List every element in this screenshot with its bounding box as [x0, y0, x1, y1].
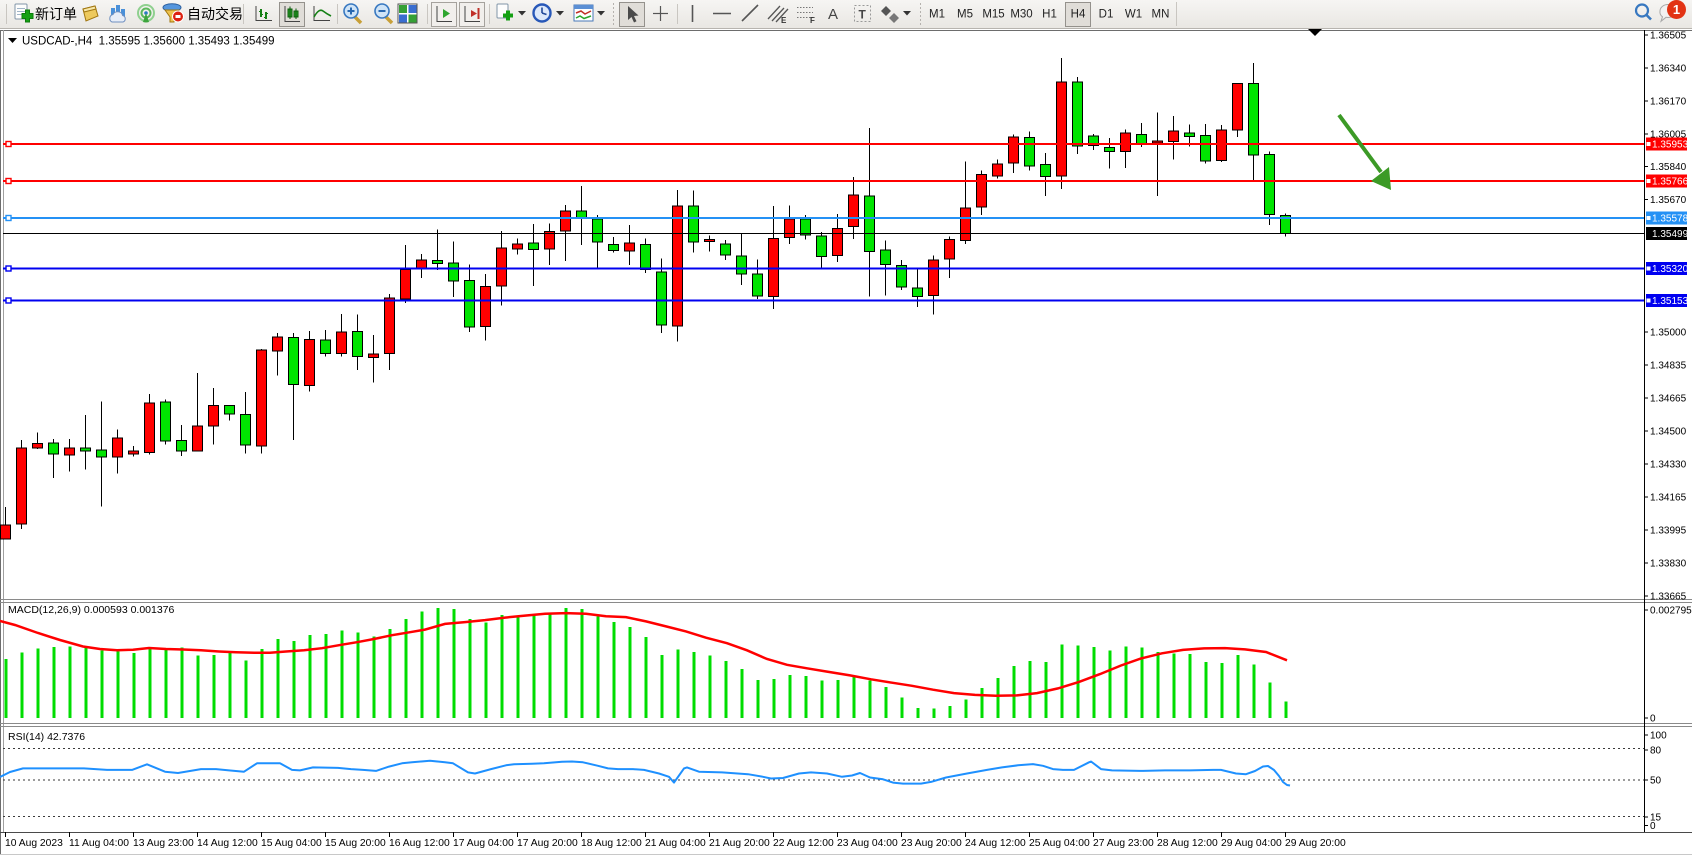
svg-text:1.35670: 1.35670	[1650, 195, 1687, 206]
svg-text:11 Aug 04:00: 11 Aug 04:00	[69, 838, 129, 849]
svg-text:1.36170: 1.36170	[1650, 97, 1687, 108]
svg-text:14 Aug 12:00: 14 Aug 12:00	[197, 838, 258, 849]
svg-text:A: A	[828, 6, 838, 23]
svg-text:T: T	[859, 8, 867, 22]
svg-text:1.36340: 1.36340	[1650, 64, 1687, 75]
svg-text:0.002795: 0.002795	[1650, 606, 1692, 617]
svg-text:1.35578: 1.35578	[1652, 214, 1689, 225]
svg-text:W1: W1	[1125, 9, 1142, 21]
svg-text:21 Aug 20:00: 21 Aug 20:00	[709, 838, 770, 849]
svg-text:13 Aug 23:00: 13 Aug 23:00	[133, 838, 194, 849]
svg-text:1.36505: 1.36505	[1650, 31, 1687, 42]
svg-text:1.34500: 1.34500	[1650, 427, 1687, 438]
svg-text:MN: MN	[1152, 9, 1170, 21]
svg-text:H1: H1	[1042, 9, 1057, 21]
svg-text:17 Aug 20:00: 17 Aug 20:00	[517, 838, 578, 849]
svg-text:0: 0	[1650, 821, 1656, 832]
svg-text:28 Aug 12:00: 28 Aug 12:00	[1157, 838, 1218, 849]
svg-text:H4: H4	[1071, 9, 1086, 21]
svg-text:1.35840: 1.35840	[1650, 162, 1687, 173]
svg-text:自动交易: 自动交易	[187, 6, 243, 22]
svg-text:100: 100	[1650, 731, 1667, 742]
svg-text:M30: M30	[1010, 9, 1032, 21]
svg-text:1.34330: 1.34330	[1650, 460, 1687, 471]
svg-text:1.35000: 1.35000	[1650, 328, 1687, 339]
svg-text:50: 50	[1650, 776, 1662, 787]
svg-text:15 Aug 04:00: 15 Aug 04:00	[261, 838, 322, 849]
svg-text:M5: M5	[957, 9, 973, 21]
svg-text:16 Aug 12:00: 16 Aug 12:00	[389, 838, 450, 849]
svg-text:17 Aug 04:00: 17 Aug 04:00	[453, 838, 514, 849]
svg-text:24 Aug 12:00: 24 Aug 12:00	[965, 838, 1026, 849]
svg-text:1.35953: 1.35953	[1652, 140, 1689, 151]
svg-text:21 Aug 04:00: 21 Aug 04:00	[645, 838, 706, 849]
svg-text:1.35766: 1.35766	[1652, 177, 1689, 188]
svg-text:1.33665: 1.33665	[1650, 592, 1687, 603]
svg-text:M15: M15	[982, 9, 1004, 21]
svg-text:80: 80	[1650, 746, 1662, 757]
svg-text:M1: M1	[929, 9, 945, 21]
svg-text:1: 1	[1673, 2, 1680, 17]
svg-text:MACD(12,26,9) 0.000593 0.00137: MACD(12,26,9) 0.000593 0.001376	[8, 604, 175, 616]
svg-text:23 Aug 04:00: 23 Aug 04:00	[837, 838, 898, 849]
svg-text:1.35153: 1.35153	[1652, 296, 1689, 307]
svg-text:1.34165: 1.34165	[1650, 493, 1687, 504]
svg-text:1.35320: 1.35320	[1652, 264, 1689, 275]
svg-text:1.35499: 1.35499	[1652, 229, 1689, 240]
svg-text:15: 15	[1650, 813, 1662, 824]
svg-text:F: F	[810, 16, 815, 25]
svg-text:29 Aug 20:00: 29 Aug 20:00	[1285, 838, 1346, 849]
svg-text:USDCAD-,H4 1.35595 1.35600 1.: USDCAD-,H4 1.35595 1.35600 1.35493 1.354…	[22, 36, 275, 48]
svg-text:0: 0	[1650, 714, 1656, 725]
svg-text:15 Aug 20:00: 15 Aug 20:00	[325, 838, 386, 849]
svg-text:25 Aug 04:00: 25 Aug 04:00	[1029, 838, 1090, 849]
svg-text:18 Aug 12:00: 18 Aug 12:00	[581, 838, 642, 849]
svg-text:1.33830: 1.33830	[1650, 559, 1687, 570]
svg-text:D1: D1	[1099, 9, 1114, 21]
svg-text:29 Aug 04:00: 29 Aug 04:00	[1221, 838, 1282, 849]
svg-text:27 Aug 23:00: 27 Aug 23:00	[1093, 838, 1154, 849]
svg-text:10 Aug 2023: 10 Aug 2023	[5, 838, 63, 849]
svg-text:1.36005: 1.36005	[1650, 130, 1687, 141]
svg-text:23 Aug 20:00: 23 Aug 20:00	[901, 838, 962, 849]
svg-text:22 Aug 12:00: 22 Aug 12:00	[773, 838, 834, 849]
svg-text:1.33995: 1.33995	[1650, 526, 1687, 537]
svg-text:新订单: 新订单	[35, 6, 77, 22]
svg-text:1.34835: 1.34835	[1650, 361, 1687, 372]
svg-text:1.34665: 1.34665	[1650, 394, 1687, 405]
svg-text:E: E	[781, 16, 787, 25]
svg-text:RSI(14) 42.7376: RSI(14) 42.7376	[8, 731, 85, 743]
